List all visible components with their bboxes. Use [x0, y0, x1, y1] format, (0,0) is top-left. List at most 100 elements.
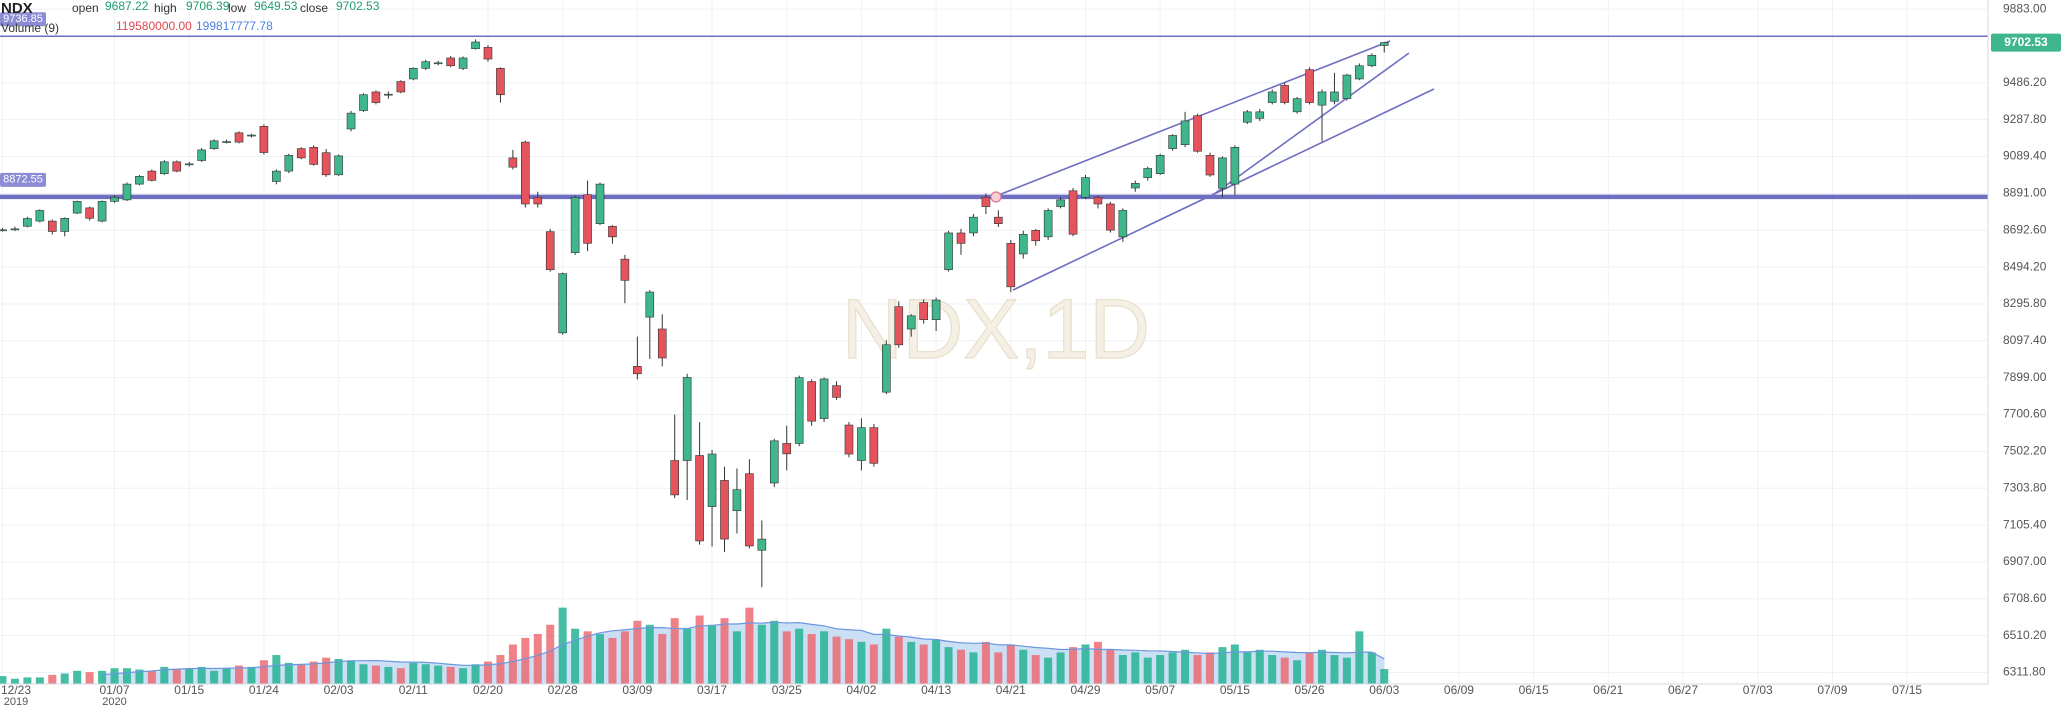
- volume-bar: [1019, 649, 1028, 684]
- volume-ma-readout: 199817777.78: [196, 19, 273, 33]
- candle-body: [819, 378, 829, 419]
- candle-body: [769, 440, 779, 484]
- candle-body: [969, 216, 978, 234]
- candle-body: [1230, 147, 1240, 185]
- x-tick-label: 06/15: [1519, 683, 1549, 697]
- candle-body: [1205, 155, 1215, 176]
- candle-body: [1081, 177, 1090, 198]
- candle-body: [1118, 210, 1128, 238]
- volume-bar: [409, 662, 418, 684]
- volume-bar: [172, 669, 181, 684]
- candle-body: [1093, 196, 1103, 205]
- x-tick-label: 02/03: [324, 683, 354, 697]
- volume-bar: [259, 660, 268, 684]
- y-tick-label: 7700.60: [2003, 407, 2047, 421]
- x-year-label: 2019: [4, 696, 28, 708]
- candle-body: [782, 443, 792, 455]
- volume-bar: [620, 631, 629, 684]
- candle-body: [1280, 85, 1289, 103]
- x-tick-label: 03/17: [697, 683, 727, 697]
- volume-bar: [919, 644, 928, 684]
- candle-body: [508, 157, 518, 168]
- volume-bar: [1193, 655, 1202, 684]
- candle-body: [135, 175, 144, 185]
- volume-bar: [1330, 655, 1339, 684]
- volume-bar: [371, 665, 380, 684]
- y-tick-label: 8891.00: [2003, 186, 2047, 200]
- x-tick-label: 06/21: [1593, 683, 1623, 697]
- volume-bar: [197, 666, 206, 684]
- volume-bar: [795, 628, 804, 684]
- volume-bar: [757, 624, 766, 684]
- candle-body: [259, 126, 269, 153]
- volume-bar: [459, 668, 468, 684]
- volume-bar: [73, 670, 82, 684]
- volume-bar: [10, 678, 19, 684]
- x-tick-label: 05/26: [1295, 683, 1325, 697]
- candle-body: [421, 61, 431, 69]
- x-year-label: 2020: [102, 696, 126, 708]
- volume-bar: [122, 668, 131, 684]
- candle-body: [1218, 157, 1227, 189]
- volume-bar: [508, 644, 517, 684]
- candle-body: [645, 291, 655, 318]
- candle-body: [384, 93, 393, 96]
- candle-body: [857, 427, 866, 461]
- candle-body: [1068, 190, 1078, 235]
- volume-bar: [695, 615, 704, 684]
- volume-bar: [1293, 660, 1302, 684]
- candle-body: [608, 225, 617, 238]
- candle-body: [1143, 168, 1153, 178]
- volume-bar: [1280, 657, 1289, 684]
- candle-body: [209, 140, 219, 149]
- volume-bar: [732, 631, 741, 684]
- candle-body: [633, 366, 642, 375]
- candle-body: [458, 57, 468, 69]
- candle-body: [1255, 111, 1265, 119]
- y-tick-label: 7303.80: [2003, 480, 2047, 494]
- candle-body: [1031, 230, 1041, 242]
- x-tick-label: 02/20: [473, 683, 503, 697]
- candle-body: [23, 218, 32, 227]
- volume-bar: [1367, 652, 1376, 684]
- volume-bar: [1181, 649, 1190, 684]
- candles: [0, 39, 1389, 588]
- candle-body: [1330, 91, 1339, 102]
- candle-body: [595, 183, 605, 224]
- volume-bar: [48, 674, 57, 684]
- candle-body: [321, 152, 331, 176]
- volume-bar: [334, 658, 343, 684]
- x-tick-label: 05/15: [1220, 683, 1250, 697]
- candle-body: [85, 207, 94, 219]
- volume-bar: [1380, 669, 1389, 684]
- volume-bar: [770, 620, 779, 684]
- volume-bar: [210, 670, 219, 684]
- volume-bar: [558, 607, 567, 684]
- volume-bar: [882, 628, 891, 684]
- volume-bar: [596, 633, 605, 684]
- candle-body: [272, 170, 281, 182]
- candle-body: [545, 231, 555, 271]
- candle-body: [334, 155, 343, 176]
- volume-bar: [708, 624, 717, 684]
- candle-body: [620, 258, 630, 281]
- volume-bar: [284, 662, 293, 684]
- volume-bar: [844, 639, 853, 684]
- volume-bar: [1143, 657, 1152, 684]
- candle-body: [0, 229, 7, 232]
- grid: [0, 0, 1988, 684]
- candle-body: [172, 161, 182, 172]
- horizontal-line-label-box: [0, 12, 46, 27]
- candle-body: [944, 232, 953, 271]
- x-tick-label: 05/07: [1145, 683, 1175, 697]
- volume-bar: [347, 660, 356, 684]
- candle-body: [35, 210, 45, 222]
- candle-body: [1180, 120, 1190, 146]
- candle-body: [147, 170, 157, 181]
- volume-bar: [359, 664, 368, 684]
- volume-bar: [434, 665, 443, 684]
- candle-body: [745, 473, 754, 547]
- volume-bar: [1268, 655, 1277, 684]
- volume-bar: [907, 641, 916, 684]
